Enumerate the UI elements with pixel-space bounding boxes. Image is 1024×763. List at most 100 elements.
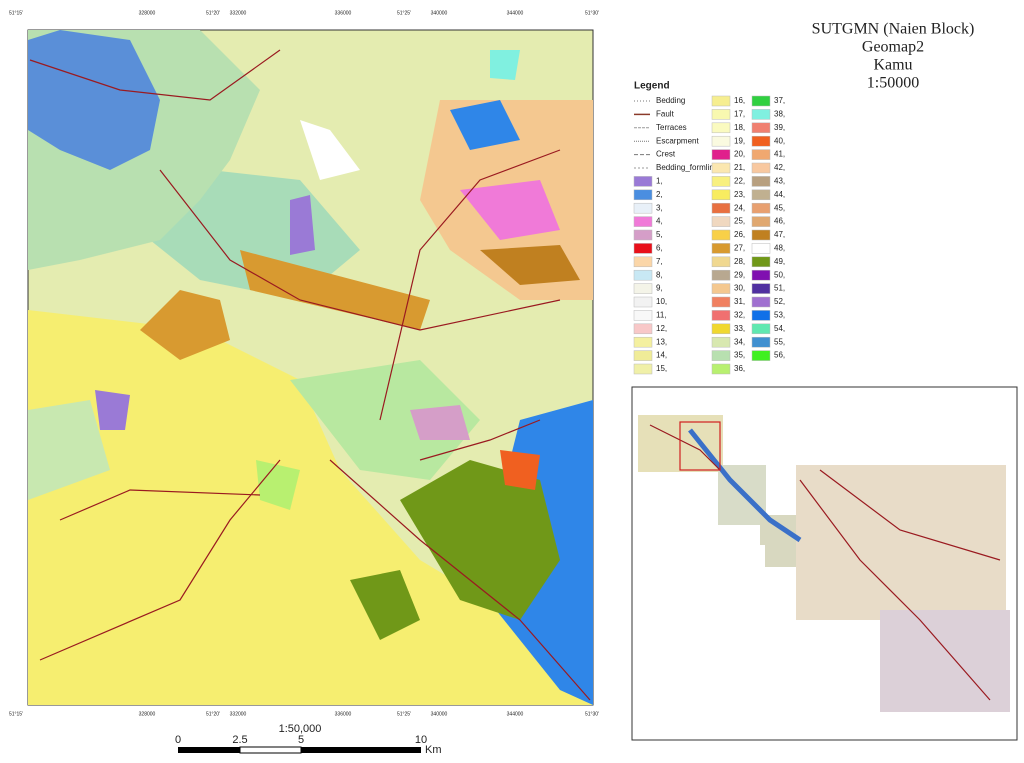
title-line: 1:50000	[867, 75, 919, 92]
legend-label: 50,	[774, 270, 785, 279]
legend-label: 34,	[734, 337, 745, 346]
title-line: Kamu	[873, 57, 912, 74]
legend-swatch	[633, 243, 653, 254]
legend-swatch	[711, 363, 731, 375]
edge-label: 51°15'	[9, 10, 23, 16]
edge-label: 51°30'	[585, 711, 599, 717]
legend-label: 11,	[656, 311, 667, 320]
legend-swatch	[633, 216, 653, 227]
fault	[159, 169, 561, 331]
legend-label: 26,	[734, 230, 745, 239]
inset-legend-box	[640, 545, 765, 735]
legend-label: 15,	[656, 364, 667, 373]
legend-label: 27,	[734, 244, 745, 253]
legend-label: 2,	[656, 190, 663, 199]
legend-swatch	[751, 135, 771, 147]
legend-label: 56,	[774, 351, 785, 360]
fault	[29, 49, 281, 101]
legend-label: 37,	[774, 96, 785, 105]
legend-label: 10,	[656, 297, 667, 306]
legend-label: 48,	[774, 244, 785, 253]
legend-swatch	[711, 229, 731, 241]
unit-area	[300, 120, 360, 180]
fault	[379, 149, 561, 421]
scale-segment	[178, 747, 240, 753]
scale-ratio: 1:50,000	[279, 723, 322, 735]
legend-swatch	[751, 202, 771, 214]
unit-area	[350, 570, 420, 640]
legend-swatch	[711, 162, 731, 174]
inset-sheet	[760, 515, 802, 567]
legend-label: 49,	[774, 257, 785, 266]
legend-label: 24,	[734, 203, 745, 212]
scale-label: 10	[415, 734, 427, 746]
legend-label: Bedding	[656, 96, 685, 105]
legend-swatch	[711, 95, 731, 107]
legend-label: 44,	[774, 190, 785, 199]
unit-area	[460, 180, 560, 240]
legend-label: 19,	[734, 136, 745, 145]
unit-area	[400, 460, 560, 620]
inset-sheet	[880, 610, 1010, 712]
unit-area	[490, 50, 520, 80]
edge-label: 51°15'	[9, 711, 23, 717]
legend-label: 12,	[656, 324, 667, 333]
legend-swatch	[633, 296, 653, 308]
legend-label: 36,	[734, 364, 745, 373]
legend-label: 16,	[734, 96, 745, 105]
legend-swatch	[633, 229, 653, 241]
legend-label: 8,	[656, 270, 663, 279]
legend-swatch	[711, 336, 731, 348]
legend-swatch	[711, 269, 731, 281]
legend-swatch	[751, 243, 771, 254]
legend-swatch	[633, 189, 653, 201]
legend-label: 7,	[656, 257, 663, 266]
legend-label: 6,	[656, 244, 663, 253]
legend-swatch	[751, 256, 771, 268]
fault	[329, 459, 591, 701]
legend-swatch	[633, 310, 653, 321]
legend-swatch	[711, 283, 731, 294]
unit-area	[95, 390, 130, 430]
unit-area	[28, 400, 110, 500]
legend-swatch	[711, 310, 731, 321]
legend-label: 47,	[774, 230, 785, 239]
legend-label: 41,	[774, 150, 785, 159]
legend-label: 42,	[774, 163, 785, 172]
legend-label: 28,	[734, 257, 745, 266]
edge-label: 344000	[507, 10, 524, 16]
legend-label: 29,	[734, 270, 745, 279]
legend-label: 20,	[734, 150, 745, 159]
main-map	[27, 29, 594, 706]
legend-label: 33,	[734, 324, 745, 333]
unit-area	[290, 195, 315, 255]
unit-area	[28, 30, 160, 170]
legend-label: 45,	[774, 203, 785, 212]
legend-label: 55,	[774, 337, 785, 346]
legend-swatch	[751, 176, 771, 187]
legend-swatch	[711, 202, 731, 214]
legend-swatch	[711, 256, 731, 268]
title-block: SUTGMN (Naien Block) Geomap2 Kamu 1:5000…	[812, 21, 975, 92]
unit-area	[500, 450, 540, 490]
legend-label: 14,	[656, 351, 667, 360]
edge-label: 51°20'	[206, 10, 220, 16]
legend-swatch	[711, 243, 731, 254]
inset-unit	[688, 428, 802, 543]
edge-label: 51°30'	[585, 10, 599, 16]
legend-label: 13,	[656, 337, 667, 346]
legend-label: 23,	[734, 190, 745, 199]
legend-swatch	[751, 310, 771, 321]
title-line: SUTGMN (Naien Block)	[812, 21, 975, 38]
legend-swatch	[633, 256, 653, 268]
legend-swatch	[633, 350, 653, 361]
legend-swatch	[711, 109, 731, 120]
legend-label: Crest	[656, 150, 676, 159]
legend-swatch	[711, 323, 731, 335]
legend-label: Escarpment	[656, 136, 699, 145]
legend-label: 18,	[734, 123, 745, 132]
legend-label: 3,	[656, 203, 663, 212]
legend-swatch	[711, 176, 731, 187]
edge-label: 328000	[139, 711, 156, 717]
